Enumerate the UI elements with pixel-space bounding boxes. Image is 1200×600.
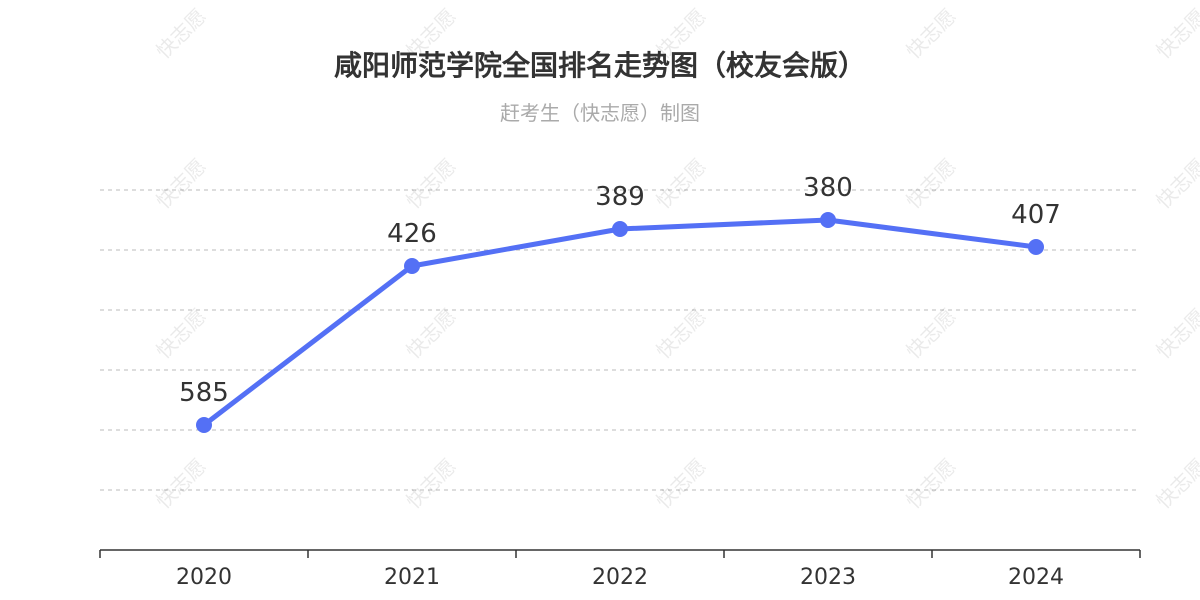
- data-point[interactable]: [1028, 239, 1044, 255]
- data-point[interactable]: [196, 417, 212, 433]
- data-label: 407: [1011, 200, 1061, 230]
- grid-lines: [100, 189, 1140, 491]
- data-point[interactable]: [404, 258, 420, 274]
- x-tick-label: 2020: [176, 565, 232, 590]
- x-axis: [99, 549, 1141, 558]
- x-tick-labels: 2020 2021 2022 2023 2024: [176, 565, 1064, 590]
- chart-title: 咸阳师范学院全国排名走势图（校友会版）: [333, 49, 866, 82]
- data-label: 389: [595, 182, 645, 212]
- data-point[interactable]: [820, 212, 836, 228]
- data-labels: 585 426 389 380 407: [179, 173, 1061, 408]
- series-line: [201, 217, 1039, 428]
- data-point[interactable]: [612, 221, 628, 237]
- x-tick-label: 2021: [384, 565, 440, 590]
- x-tick-label: 2022: [592, 565, 648, 590]
- data-label: 380: [803, 173, 853, 203]
- x-tick-label: 2023: [800, 565, 856, 590]
- series-line-group: [201, 217, 1039, 428]
- data-label: 585: [179, 378, 229, 408]
- data-points: [196, 212, 1044, 433]
- data-label: 426: [387, 219, 437, 249]
- chart-subtitle: 赶考生（快志愿）制图: [500, 101, 700, 125]
- x-tick-label: 2024: [1008, 565, 1064, 590]
